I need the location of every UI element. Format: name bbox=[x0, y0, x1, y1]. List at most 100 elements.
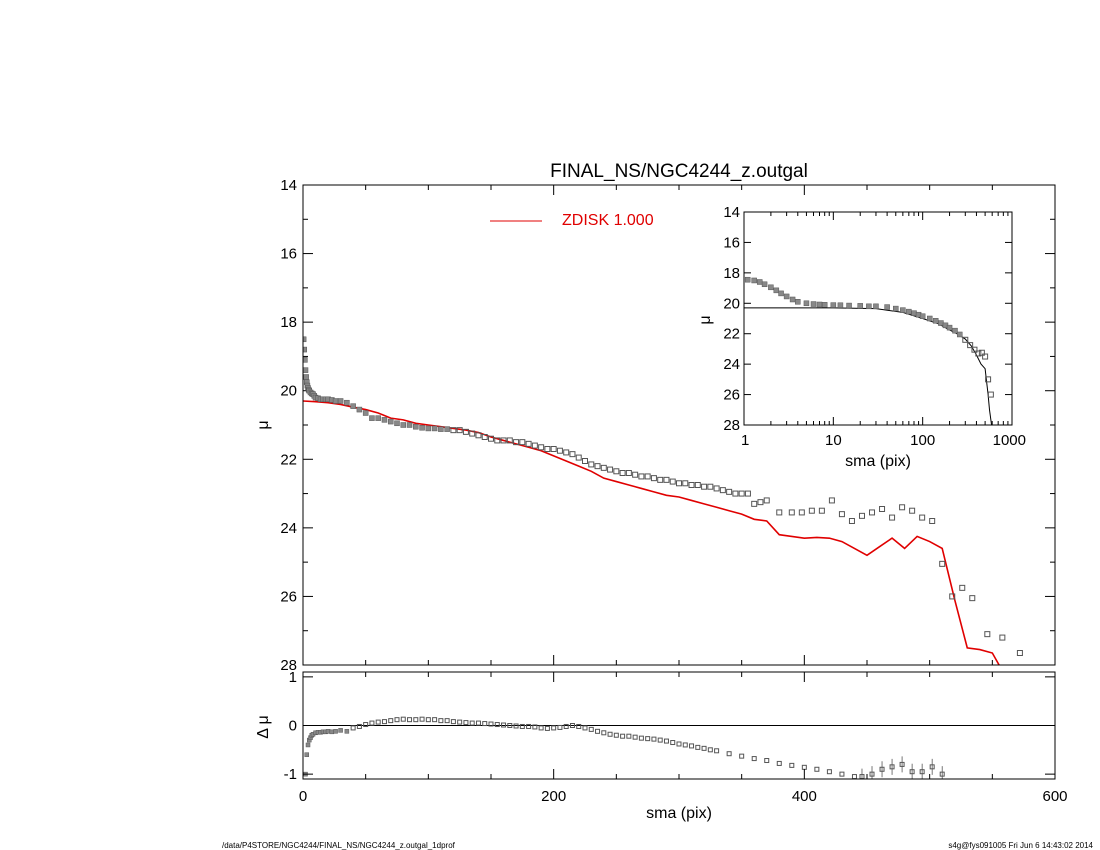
inset-data-point bbox=[893, 305, 899, 312]
data-point bbox=[889, 514, 896, 521]
residual-point bbox=[432, 717, 438, 723]
data-point bbox=[808, 507, 815, 514]
data-point bbox=[488, 435, 494, 442]
inset-data-point bbox=[926, 315, 933, 322]
residual-point bbox=[329, 729, 335, 735]
residual-point bbox=[695, 744, 701, 750]
inset-data-point bbox=[873, 303, 879, 310]
residual-point bbox=[532, 724, 538, 730]
residual-plot-area bbox=[303, 716, 1055, 779]
residual-y-axis-label: Δ μ bbox=[255, 715, 272, 738]
inset-data-point bbox=[962, 336, 969, 343]
data-point bbox=[394, 420, 400, 427]
residual-point bbox=[388, 718, 394, 724]
residual-x-tick-label: 600 bbox=[1042, 788, 1067, 805]
data-point bbox=[303, 357, 308, 363]
residual-point bbox=[789, 762, 795, 768]
inset-x-axis-label: sma (pix) bbox=[845, 453, 911, 470]
residual-point bbox=[438, 718, 444, 724]
main-y-tick-label: 20 bbox=[280, 383, 297, 400]
data-point bbox=[525, 440, 532, 447]
residual-point bbox=[356, 723, 362, 729]
data-point bbox=[362, 410, 369, 416]
residual-point bbox=[457, 719, 463, 725]
data-point bbox=[701, 483, 708, 490]
data-point bbox=[419, 424, 425, 431]
inset-x-tick-label: 1000 bbox=[993, 432, 1026, 449]
residual-point bbox=[701, 745, 707, 751]
inset-data-point bbox=[911, 310, 917, 316]
residual-point bbox=[419, 716, 425, 722]
model-line-zdisk bbox=[303, 400, 1000, 665]
main-y-axis-label: μ bbox=[255, 420, 272, 429]
data-point bbox=[337, 398, 344, 404]
data-point bbox=[550, 446, 557, 452]
residual-point bbox=[413, 717, 419, 723]
inset-y-tick-label: 16 bbox=[723, 234, 740, 251]
data-point bbox=[582, 458, 588, 464]
data-point bbox=[757, 499, 764, 506]
residual-point bbox=[381, 719, 387, 725]
inset-data-point bbox=[971, 346, 978, 353]
residual-point bbox=[557, 724, 563, 730]
inset-data-point bbox=[938, 320, 944, 326]
residual-point bbox=[463, 720, 469, 726]
data-point bbox=[707, 483, 714, 490]
residual-point bbox=[726, 751, 732, 757]
inset-data-point bbox=[932, 318, 939, 324]
residual-point bbox=[563, 723, 569, 729]
main-panel: FINAL_NS/NGC4244_z.outgal μ 14 16 18 20 22 24… bbox=[255, 161, 1056, 674]
data-point bbox=[462, 428, 469, 435]
inset-data-point bbox=[906, 308, 912, 315]
data-point bbox=[929, 518, 936, 524]
residual-point bbox=[607, 731, 613, 737]
main-y-tick-label: 24 bbox=[280, 520, 297, 537]
data-point bbox=[726, 488, 733, 495]
data-point bbox=[431, 425, 438, 432]
residual-point bbox=[369, 720, 375, 726]
data-point bbox=[919, 514, 926, 521]
residual-point bbox=[929, 764, 935, 770]
residual-y-tick-label: -1 bbox=[284, 766, 297, 783]
inset-y-tick-label: 24 bbox=[723, 356, 740, 373]
residual-point bbox=[576, 723, 582, 729]
data-point bbox=[381, 417, 388, 423]
residual-point bbox=[544, 725, 550, 731]
data-point bbox=[869, 509, 876, 516]
data-point bbox=[506, 437, 513, 444]
residual-y-tick-label: 1 bbox=[289, 669, 297, 686]
residual-point bbox=[682, 742, 688, 748]
residual-point bbox=[919, 769, 925, 775]
main-y-tick-label: 18 bbox=[280, 314, 297, 331]
data-point bbox=[450, 427, 457, 434]
data-point bbox=[350, 403, 356, 409]
residual-point bbox=[751, 756, 757, 762]
inset-y-axis: 14 16 18 20 22 24 26 28 bbox=[723, 204, 1012, 434]
main-plot-area bbox=[303, 336, 1023, 665]
inset-x-tick-label: 10 bbox=[825, 432, 842, 449]
residual-point bbox=[507, 723, 513, 728]
inset-x-tick-label: 1 bbox=[741, 432, 749, 449]
residual-point bbox=[394, 717, 400, 723]
data-point bbox=[544, 446, 551, 452]
inset-data-point bbox=[778, 290, 784, 297]
data-point bbox=[858, 512, 865, 519]
data-point bbox=[744, 490, 751, 497]
data-point bbox=[969, 595, 976, 602]
residual-point bbox=[939, 771, 945, 777]
residual-point bbox=[350, 725, 356, 731]
residual-point bbox=[400, 716, 406, 722]
inset-data-point bbox=[975, 350, 982, 357]
residual-point bbox=[638, 735, 644, 741]
data-point bbox=[949, 593, 956, 600]
data-point bbox=[939, 560, 946, 567]
inset-data-point bbox=[985, 376, 992, 383]
inset-data-point bbox=[810, 301, 817, 307]
inset-x-tick-label: 100 bbox=[910, 432, 935, 449]
inset-data-point bbox=[900, 307, 906, 313]
data-point bbox=[732, 490, 739, 497]
data-point bbox=[644, 473, 651, 480]
data-point bbox=[625, 470, 632, 476]
inset-data-point bbox=[821, 302, 828, 308]
data-point bbox=[650, 475, 657, 482]
